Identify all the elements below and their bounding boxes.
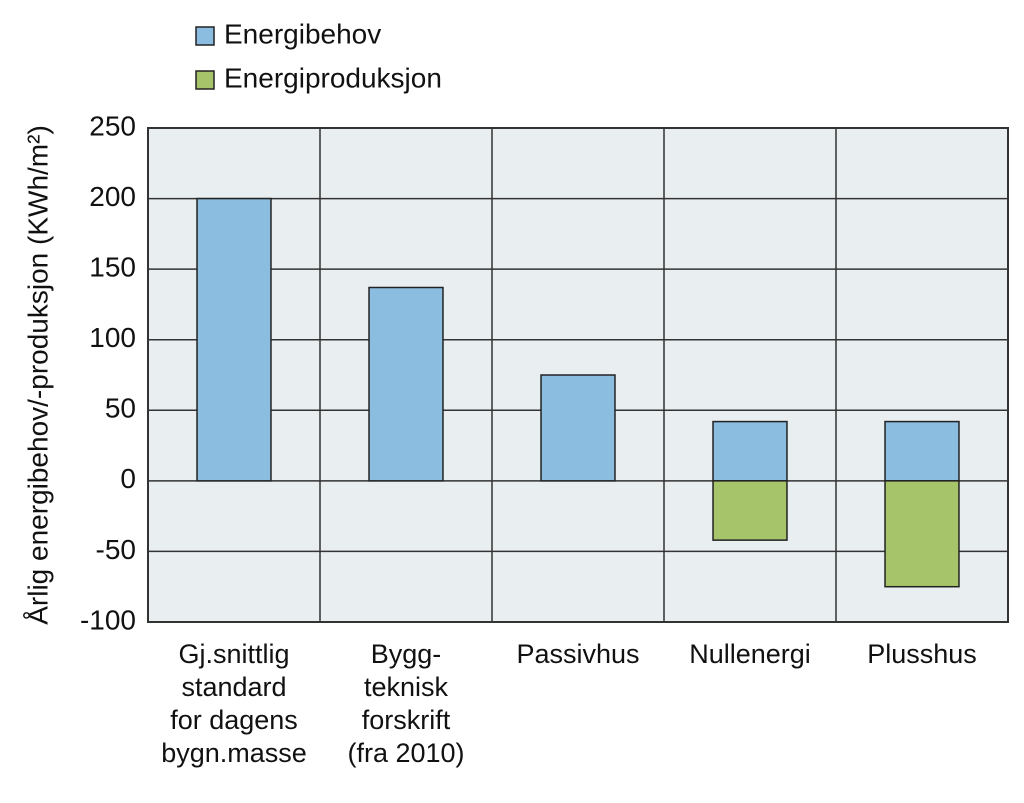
bar [712, 480, 788, 541]
legend-label: Energibehov [224, 18, 381, 49]
bar [196, 197, 272, 482]
y-tick-label: 100 [89, 322, 136, 353]
legend-swatch [195, 26, 215, 46]
y-tick-label: -50 [96, 534, 136, 565]
y-tick-label: 150 [89, 252, 136, 283]
x-tick-label: Gj.snittlig standard for dagens bygn.mas… [161, 639, 307, 768]
bar [540, 374, 616, 482]
x-tick-label: Bygg- teknisk forskrift (fra 2010) [347, 639, 465, 768]
bar [884, 480, 960, 588]
plot-border [147, 127, 1009, 623]
x-tick-label: Nullenergi [689, 639, 811, 669]
bar [712, 420, 788, 482]
y-axis-label: Årlig energibehov/-produksjon (KWh/m²) [22, 125, 53, 625]
y-tick-label: -100 [80, 604, 136, 635]
y-tick-label: 200 [89, 181, 136, 212]
x-tick-label: Passivhus [516, 639, 640, 669]
bar [368, 286, 444, 482]
legend-label: Energiproduksjon [224, 62, 442, 93]
bar [884, 420, 960, 482]
y-tick-label: 0 [120, 463, 136, 494]
y-tick-label: 50 [105, 393, 136, 424]
y-tick-label: 250 [89, 110, 136, 141]
x-tick-label: Plusshus [867, 639, 977, 669]
legend-swatch [195, 70, 215, 90]
